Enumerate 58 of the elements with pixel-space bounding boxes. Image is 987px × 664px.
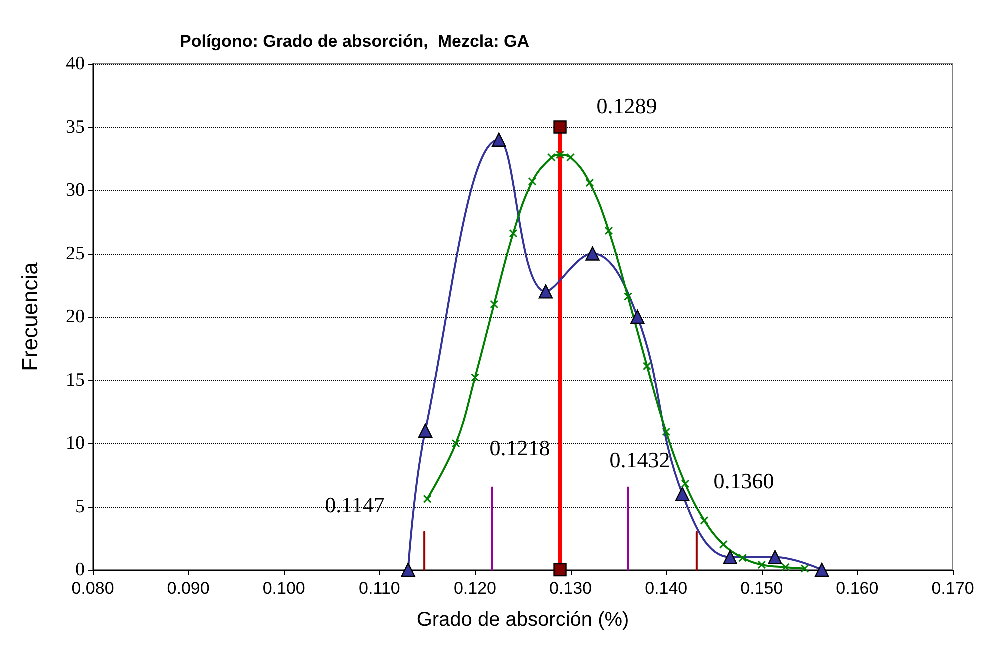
point — [538, 284, 554, 299]
point — [586, 178, 594, 188]
y-tick-label: 5 — [76, 496, 85, 518]
point — [418, 424, 433, 438]
x-tick-label: 0.150 — [740, 579, 784, 598]
y-tick-label: 40 — [66, 54, 85, 74]
x-tick-label: 0.100 — [262, 579, 306, 598]
x-tick-label: 0.090 — [167, 579, 210, 598]
point — [547, 153, 556, 162]
point — [490, 300, 499, 309]
point — [662, 428, 671, 436]
x-tick-label: 0.170 — [932, 579, 974, 598]
point — [800, 564, 810, 573]
y-tick-label: 30 — [66, 180, 85, 201]
point — [423, 494, 432, 504]
point — [586, 246, 600, 261]
point — [509, 229, 518, 238]
y-tick-label: 35 — [66, 116, 85, 138]
point — [723, 550, 738, 564]
point — [782, 563, 790, 572]
point — [814, 562, 830, 578]
point — [452, 439, 460, 448]
x-tick-label: 0.080 — [72, 579, 114, 598]
point — [624, 292, 632, 302]
point — [700, 516, 709, 525]
y-tick-label: 25 — [66, 243, 85, 264]
point — [492, 132, 506, 147]
point — [681, 480, 690, 488]
point — [470, 373, 480, 382]
x-tick-label: 0.140 — [645, 579, 688, 598]
point — [719, 540, 728, 549]
point — [758, 560, 766, 570]
point — [401, 562, 416, 578]
x-tick-label: 0.130 — [550, 579, 592, 598]
point — [528, 177, 537, 186]
x-tick-label: 0.110 — [359, 579, 400, 598]
x-axis-title: Grado de absorción (%) — [416, 609, 630, 631]
annotation: 0.1289 — [596, 94, 658, 118]
annotation: 0.1432 — [610, 448, 670, 472]
y-tick-label: 20 — [66, 306, 85, 328]
point — [556, 150, 565, 160]
annotation: 0.1218 — [490, 436, 550, 460]
annotation: 0.1360 — [714, 468, 774, 494]
point — [675, 487, 690, 502]
point — [604, 226, 614, 236]
point — [768, 550, 782, 564]
point — [642, 362, 652, 371]
y-tick-label: 10 — [66, 433, 85, 454]
annotation: 0.1147 — [325, 492, 385, 518]
chart-title: Polígono: Grado de absorción, Mezcla: GA — [180, 32, 530, 51]
point — [630, 310, 645, 324]
y-tick-label: 0 — [76, 560, 85, 580]
y-axis-title: Frecuencia — [18, 262, 42, 372]
x-tick-label: 0.160 — [836, 579, 879, 598]
y-tick-label: 15 — [66, 370, 85, 391]
point — [738, 554, 748, 562]
point — [566, 153, 576, 162]
x-tick-label: 0.120 — [454, 579, 496, 598]
